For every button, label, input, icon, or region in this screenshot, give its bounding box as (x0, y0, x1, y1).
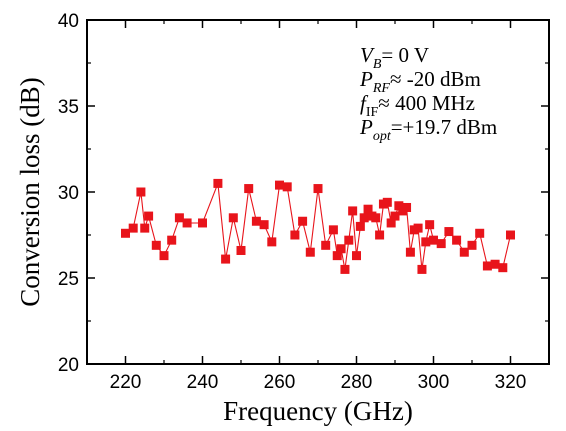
data-point (390, 211, 400, 221)
x-tick-label: 280 (341, 372, 373, 393)
y-tick-label: 20 (58, 355, 79, 376)
data-point (305, 247, 315, 257)
data-point (359, 213, 369, 223)
x-tick-labels: 220 240 260 280 300 320 (110, 372, 527, 393)
data-point (490, 259, 500, 269)
data-point (151, 240, 161, 250)
data-point (405, 247, 415, 257)
x-tick-label: 300 (418, 372, 450, 393)
data-point (136, 187, 146, 197)
data-point (382, 197, 392, 207)
data-point (121, 228, 130, 238)
data-point (228, 213, 238, 223)
data-point (174, 213, 184, 223)
y-tick-labels: 20 25 30 35 40 (58, 11, 79, 376)
data-point (140, 223, 150, 233)
data-point (244, 184, 254, 194)
data-point (363, 204, 373, 214)
data-point (506, 230, 515, 240)
data-point (313, 184, 323, 194)
data-point (159, 251, 169, 261)
data-point (452, 235, 462, 245)
data-point (298, 216, 308, 226)
data-point (375, 230, 385, 240)
data-point (498, 263, 508, 273)
data-point (282, 182, 292, 192)
y-tick-label: 40 (58, 11, 79, 32)
data-point (236, 245, 246, 255)
y-axis-title: Conversion loss (dB) (15, 77, 45, 307)
annotation-line: Popt=+19.7 dBm (359, 115, 497, 144)
data-point (290, 230, 300, 240)
data-point (352, 251, 361, 261)
data-point (459, 247, 469, 257)
data-point (275, 180, 284, 190)
annotation-line: PRF≈ -20 dBm (359, 67, 481, 96)
data-point (475, 228, 485, 238)
x-tick-label: 220 (110, 372, 142, 393)
data-point (413, 223, 423, 233)
data-point (436, 239, 446, 249)
data-point (348, 206, 358, 216)
data-point (198, 218, 207, 228)
data-point (482, 261, 492, 271)
annotation-line: fIF≈ 400 MHz (360, 91, 475, 120)
x-tick-label: 240 (187, 372, 219, 393)
data-point (167, 235, 177, 245)
data-point (182, 218, 192, 228)
y-tick-label: 35 (58, 97, 79, 118)
data-point (259, 220, 269, 230)
data-point (421, 237, 431, 247)
data-point (355, 221, 365, 231)
data-point (213, 178, 223, 188)
data-point (221, 254, 231, 264)
data-point (402, 202, 412, 212)
data-point (429, 235, 438, 245)
data-point (371, 213, 381, 223)
data-point (467, 240, 477, 250)
data-point (386, 218, 396, 228)
data-point (128, 223, 138, 233)
y-tick-label: 25 (58, 269, 79, 290)
data-point (332, 251, 342, 261)
x-tick-label: 260 (264, 372, 296, 393)
axis-ticks (86, 19, 550, 365)
data-point (328, 225, 338, 235)
x-axis-title: Frequency (GHz) (223, 396, 413, 426)
data-point (344, 235, 354, 245)
data-point (417, 264, 427, 274)
y-tick-label: 30 (58, 183, 79, 204)
data-series (121, 178, 515, 274)
data-point (340, 264, 350, 274)
data-point (144, 211, 154, 221)
data-point (425, 220, 435, 230)
x-tick-label: 320 (495, 372, 527, 393)
data-point (394, 201, 404, 211)
data-point (267, 237, 277, 247)
data-point (321, 240, 331, 250)
data-point (251, 216, 261, 226)
annotation-line: VB= 0 V (360, 43, 429, 72)
data-point (336, 244, 346, 254)
data-point (444, 227, 454, 237)
